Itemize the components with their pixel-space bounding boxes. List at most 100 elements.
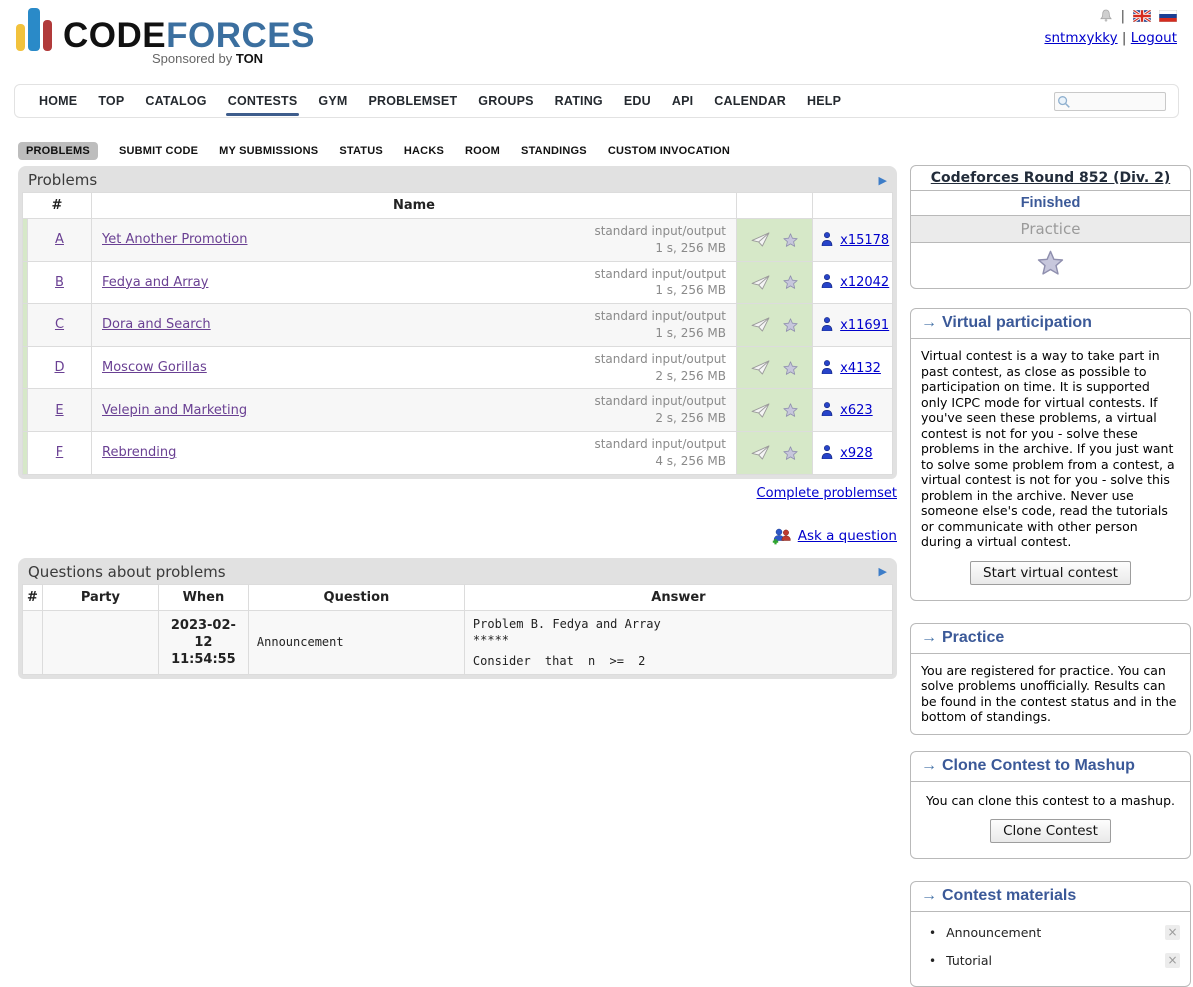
- person-icon: [821, 445, 833, 459]
- close-icon[interactable]: ×: [1165, 953, 1180, 968]
- subnav-my-submissions[interactable]: MY SUBMISSIONS: [219, 145, 319, 157]
- problem-name-link[interactable]: Dora and Search: [102, 317, 211, 333]
- star-icon[interactable]: [783, 318, 798, 332]
- problem-io-info: standard input/output 1 s, 256 MB: [594, 224, 726, 255]
- paper-plane-icon[interactable]: [751, 445, 770, 460]
- practice-title: Practice: [942, 628, 1005, 646]
- problem-io-info: standard input/output 1 s, 256 MB: [594, 266, 726, 298]
- problem-letter-link[interactable]: C: [54, 317, 65, 333]
- problem-io-info: standard input/output 1 s, 256 MB: [594, 309, 726, 340]
- nav-item-contests[interactable]: CONTESTS: [225, 94, 300, 116]
- solved-count-link[interactable]: x4132: [840, 360, 881, 376]
- star-icon[interactable]: [783, 233, 798, 247]
- problem-name-link[interactable]: Fedya and Array: [102, 274, 209, 290]
- username-link[interactable]: sntmxykky: [1044, 30, 1118, 46]
- problem-letter-link[interactable]: B: [55, 274, 64, 290]
- star-icon[interactable]: [783, 403, 798, 417]
- codeforces-logo[interactable]: CODEFORCES: [16, 8, 315, 53]
- nav-item-gym[interactable]: GYM: [318, 94, 348, 108]
- close-icon[interactable]: ×: [1165, 925, 1180, 940]
- section-expand-icon[interactable]: ▶: [878, 565, 887, 579]
- ask-question-icon: [772, 528, 791, 544]
- person-icon: [821, 402, 833, 416]
- subnav-hacks[interactable]: HACKS: [403, 145, 445, 157]
- nav-item-catalog[interactable]: CATALOG: [145, 94, 207, 108]
- nav-item-edu[interactable]: EDU: [623, 94, 651, 108]
- subnav-submit-code[interactable]: SUBMIT CODE: [118, 145, 199, 157]
- problem-letter-link[interactable]: A: [55, 232, 64, 248]
- problem-letter-link[interactable]: F: [55, 445, 64, 461]
- nav-item-problemset[interactable]: PROBLEMSET: [368, 94, 458, 108]
- problem-row-b: B Fedya and Array standard input/output 1…: [22, 260, 893, 305]
- star-icon[interactable]: [783, 446, 798, 460]
- subnav-status[interactable]: STATUS: [339, 145, 383, 157]
- nav-item-rating[interactable]: RATING: [554, 94, 603, 108]
- person-icon: [821, 232, 833, 246]
- nav-item-top[interactable]: TOP: [98, 94, 125, 108]
- solved-count-link[interactable]: x11691: [840, 317, 890, 333]
- problems-section-title: Problems: [28, 171, 98, 189]
- problem-letter-link[interactable]: E: [55, 402, 64, 418]
- q-col-question: Question: [247, 583, 465, 611]
- contest-title-link[interactable]: Codeforces Round 852 (Div. 2): [930, 170, 1171, 186]
- favorite-star-icon[interactable]: [1037, 250, 1064, 275]
- problems-section: Problems ▶ # Name A Yet Another Promotio…: [18, 166, 897, 479]
- nav-item-help[interactable]: HELP: [807, 94, 842, 108]
- main-nav: HOME TOP CATALOG CONTESTS GYM PROBLEMSET…: [14, 84, 1179, 118]
- problem-io-info: standard input/output 2 s, 256 MB: [594, 351, 726, 383]
- material-item-announcement[interactable]: • Announcement ×: [929, 925, 1180, 940]
- subnav-standings[interactable]: STANDINGS: [521, 145, 587, 157]
- search-input[interactable]: [1054, 91, 1166, 111]
- nav-item-calendar[interactable]: CALENDAR: [714, 94, 787, 108]
- problem-name-link[interactable]: Yet Another Promotion: [102, 232, 248, 248]
- solved-count-link[interactable]: x15178: [840, 232, 890, 248]
- paper-plane-icon[interactable]: [751, 232, 770, 247]
- star-icon[interactable]: [783, 275, 798, 289]
- virtual-body-text: Virtual contest is a way to take part in…: [921, 348, 1175, 549]
- bullet-icon: •: [929, 953, 937, 968]
- problem-name-link[interactable]: Velepin and Marketing: [102, 402, 248, 418]
- nav-item-home[interactable]: HOME: [39, 94, 78, 108]
- problem-row-c: C Dora and Search standard input/output 1…: [22, 303, 893, 347]
- paper-plane-icon[interactable]: [751, 275, 770, 290]
- complete-problemset-link[interactable]: Complete problemset: [756, 485, 897, 501]
- question-row: 2023-02-12 11:54:55 Announcement Problem…: [22, 609, 894, 676]
- start-virtual-contest-button[interactable]: Start virtual contest: [970, 560, 1131, 585]
- problem-name-link[interactable]: Moscow Gorillas: [102, 360, 207, 376]
- person-icon: [821, 317, 833, 331]
- q-col-when: When: [157, 583, 249, 611]
- questions-section-title: Questions about problems: [28, 562, 226, 581]
- paper-plane-icon[interactable]: [751, 403, 770, 418]
- flag-uk-icon[interactable]: [1133, 10, 1151, 22]
- flag-ru-icon[interactable]: [1159, 10, 1177, 22]
- problem-letter-link[interactable]: D: [54, 360, 65, 376]
- solved-count-link[interactable]: x623: [840, 403, 873, 419]
- ask-question-link[interactable]: Ask a question: [797, 528, 897, 545]
- q-col-answer: Answer: [463, 583, 894, 611]
- section-expand-icon[interactable]: ▶: [878, 173, 887, 187]
- star-icon[interactable]: [783, 361, 798, 375]
- problem-io-info: standard input/output 4 s, 256 MB: [594, 436, 726, 468]
- solved-count-link[interactable]: x928: [840, 445, 873, 461]
- nav-item-api[interactable]: API: [671, 94, 694, 108]
- subnav-room[interactable]: ROOM: [465, 145, 501, 157]
- practice-box: → Practice You are registered for practic…: [910, 622, 1191, 735]
- separator: |: [1121, 30, 1127, 46]
- nav-item-groups[interactable]: GROUPS: [478, 94, 534, 108]
- problem-name-link[interactable]: Rebrending: [102, 445, 177, 461]
- material-item-tutorial[interactable]: • Tutorial ×: [929, 953, 1180, 968]
- problems-table: # Name A Yet Another Promotion standard …: [22, 192, 893, 475]
- logout-link[interactable]: Logout: [1130, 30, 1177, 46]
- material-label: Announcement: [946, 925, 1042, 940]
- bullet-icon: •: [929, 925, 937, 940]
- paper-plane-icon[interactable]: [751, 317, 770, 332]
- search-box: [1054, 91, 1166, 111]
- paper-plane-icon[interactable]: [751, 360, 770, 375]
- clone-contest-button[interactable]: Clone Contest: [990, 819, 1111, 843]
- subnav-problems[interactable]: PROBLEMS: [18, 142, 98, 160]
- subnav-custom-invocation[interactable]: CUSTOM INVOCATION: [607, 145, 730, 157]
- bell-icon[interactable]: [1099, 9, 1113, 23]
- contest-info-box: Codeforces Round 852 (Div. 2) Finished P…: [910, 165, 1191, 289]
- contest-status: Finished: [911, 190, 1190, 215]
- solved-count-link[interactable]: x12042: [840, 275, 890, 291]
